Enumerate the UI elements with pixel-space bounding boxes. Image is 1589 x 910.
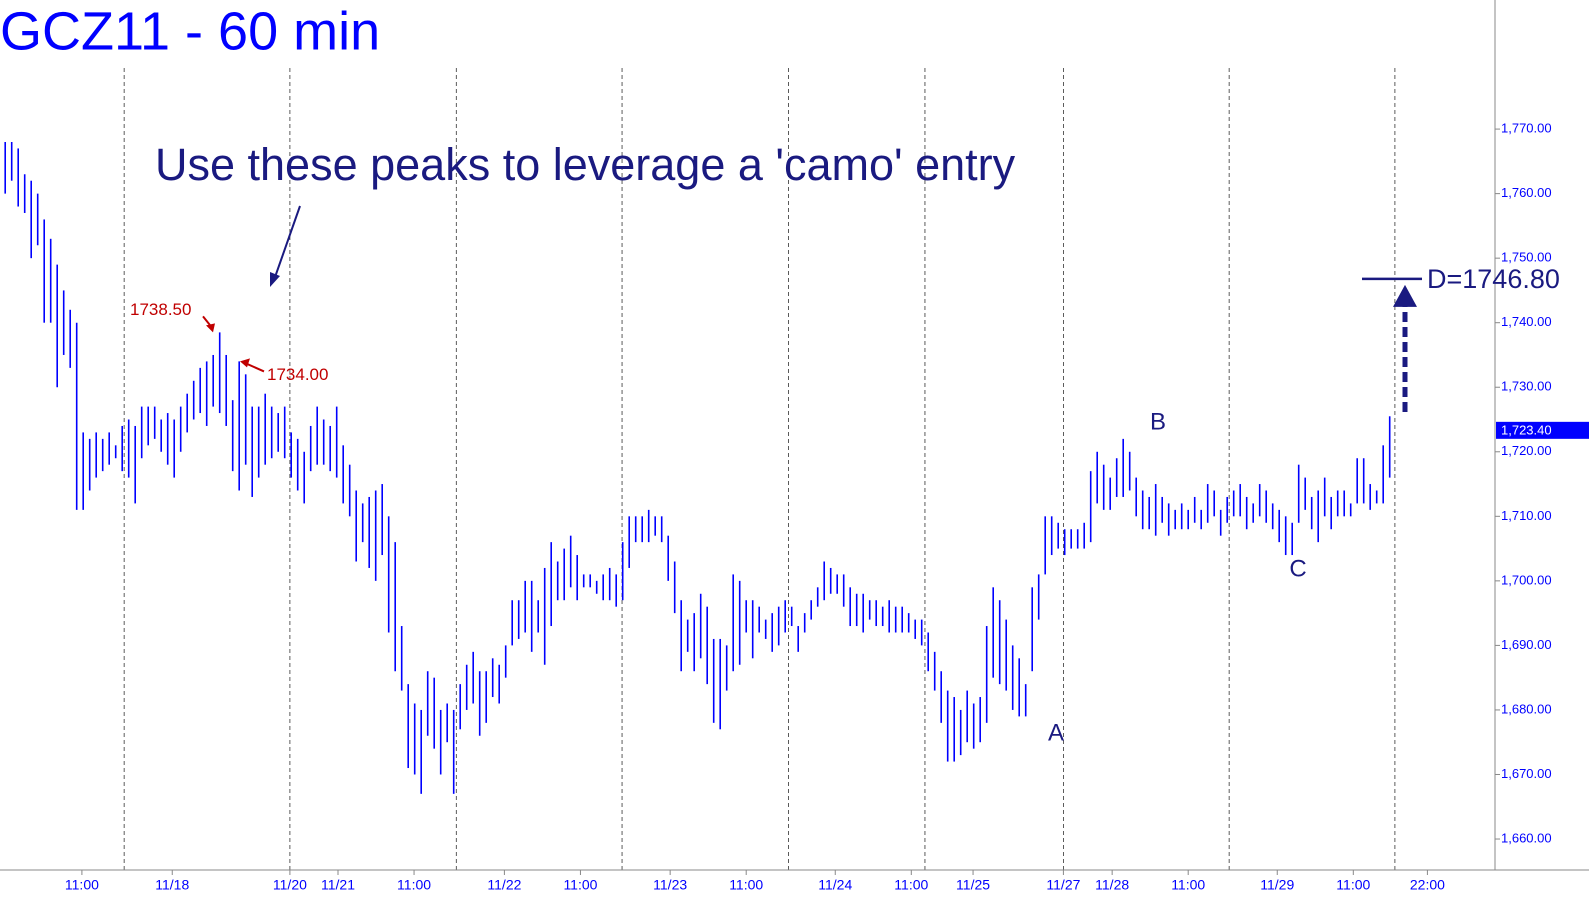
y-tick-label: 1,730.00 [1501,379,1552,394]
x-tick-label: 11/29 [1260,877,1294,893]
x-tick-label: 11/22 [487,877,521,893]
y-tick-label: 1,750.00 [1501,250,1552,265]
y-tick-label: 1,660.00 [1501,830,1552,845]
price-bars [4,141,1391,794]
session-lines [123,68,1396,870]
peak-label: 1734.00 [267,365,328,384]
last-price-box [1496,421,1589,439]
x-tick-label: 11/24 [818,877,852,893]
x-tick-label: 11/20 [273,877,307,893]
last-price-label: 1,723.40 [1501,422,1552,437]
peak-arrow-head [206,323,215,333]
peak-marker [245,362,265,373]
chart-title: GCZ11 - 60 min [0,1,380,61]
y-tick-label: 1,700.00 [1501,572,1552,587]
target-label: D=1746.80 [1427,264,1560,294]
x-tick-label: 11:00 [729,877,763,893]
point-label: B [1150,408,1166,435]
y-tick-label: 1,680.00 [1501,701,1552,716]
x-tick-label: 11:00 [397,877,431,893]
y-tick-label: 1,770.00 [1501,121,1552,136]
x-tick-label: 11/21 [321,877,355,893]
x-tick-label: 11:00 [1171,877,1205,893]
point-label: C [1289,555,1306,582]
x-tick-label: 11/27 [1046,877,1080,893]
y-tick-label: 1,690.00 [1501,637,1552,652]
target-arrow-head [1393,284,1417,307]
x-tick-label: 11:00 [894,877,928,893]
y-tick-label: 1,720.00 [1501,443,1552,458]
y-tick-label: 1,670.00 [1501,766,1552,781]
x-tick-label: 11:00 [1336,877,1370,893]
y-tick-label: 1,760.00 [1501,185,1552,200]
arrow-head [270,272,280,287]
x-tick-label: 11/25 [956,877,990,893]
annotation-arrow [273,205,301,281]
x-tick-label: 22:00 [1410,877,1445,893]
x-tick-label: 11:00 [563,877,597,893]
point-label: A [1048,719,1064,746]
y-tick-label: 1,710.00 [1501,508,1552,523]
x-tick-label: 11/23 [653,877,687,893]
annotation: Use these peaks to leverage a 'camo' ent… [155,139,1016,190]
x-tick-label: 11:00 [65,877,99,893]
x-tick-label: 11/18 [155,877,189,893]
y-tick-label: 1,740.00 [1501,314,1552,329]
peak-arrow-head [240,358,250,368]
peak-label: 1738.50 [130,300,191,319]
x-tick-label: 11/28 [1095,877,1129,893]
